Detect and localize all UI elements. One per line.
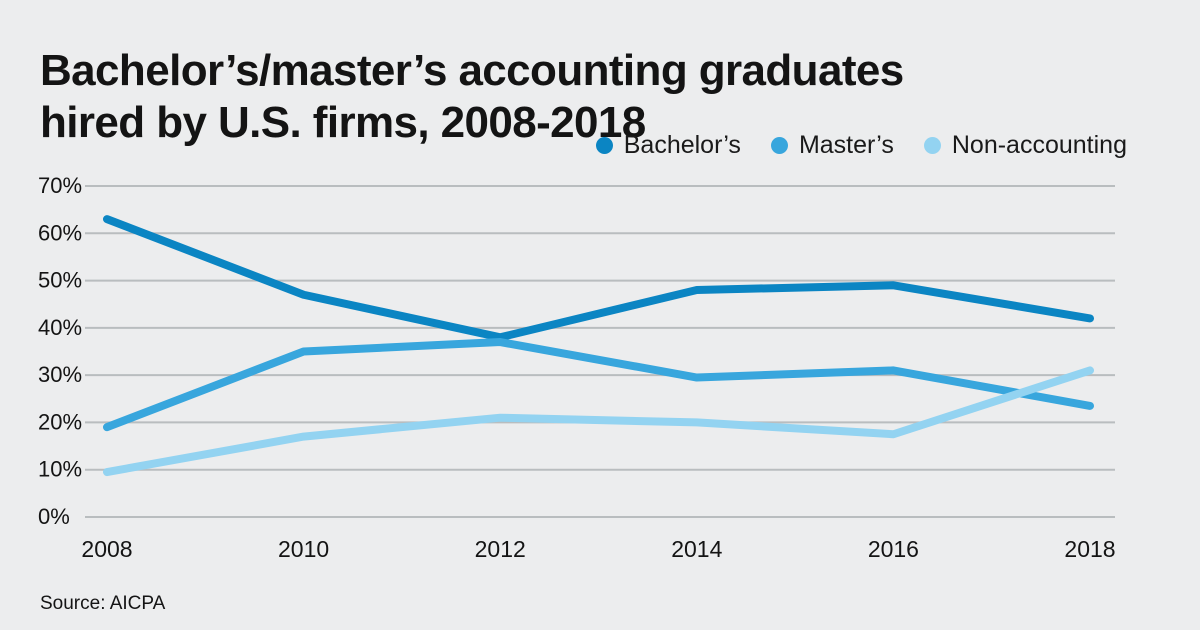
y-tick-label: 30% (38, 362, 82, 387)
legend-label: Master’s (798, 131, 894, 159)
legend-label: Non-accounting (951, 131, 1127, 159)
legend-item-3: Non-accounting (923, 131, 1127, 160)
y-tick-label: 50% (38, 268, 82, 293)
chart-title-line-2: hired by U.S. firms, 2008-2018 (40, 97, 646, 147)
legend-label: Bachelor’s (623, 131, 741, 159)
y-tick-label: 20% (38, 409, 82, 434)
chart-title: Bachelor’s/master’s accounting graduates… (40, 45, 904, 147)
x-tick-label: 2018 (1064, 536, 1115, 562)
legend-item-1: Bachelor’s (595, 131, 741, 160)
y-tick-label: 40% (38, 315, 82, 340)
legend-dot-icon (923, 137, 941, 154)
chart-title-line-1: Bachelor’s/master’s accounting graduates (40, 46, 904, 96)
legend-dot-icon (770, 137, 788, 154)
y-tick-label: 70% (38, 173, 82, 198)
x-tick-label: 2008 (81, 536, 132, 562)
y-gridlines (85, 185, 1115, 518)
x-tick-label: 2012 (475, 536, 526, 562)
legend-dot-icon (595, 137, 613, 154)
line-series-3 (103, 366, 1094, 477)
x-tick-label: 2014 (671, 536, 722, 562)
y-tick-label: 0% (38, 504, 70, 529)
line-series-1 (103, 215, 1094, 342)
x-tick-label: 2010 (278, 536, 329, 562)
source-credit: Source: AICPA (40, 593, 166, 614)
y-tick-label: 60% (38, 220, 82, 245)
legend-item-2: Master’s (770, 131, 894, 160)
x-axis-labels: 2008 2010 2012 2014 2016 2018 (81, 536, 1115, 562)
legend: Bachelor’s Master’s Non-accounting (595, 131, 1127, 160)
line-series-2 (103, 338, 1094, 432)
x-tick-label: 2016 (868, 536, 919, 562)
y-axis-labels: 0% 10% 20% 30% 40% 50% 60% 70% (38, 173, 82, 529)
y-tick-label: 10% (38, 457, 82, 482)
